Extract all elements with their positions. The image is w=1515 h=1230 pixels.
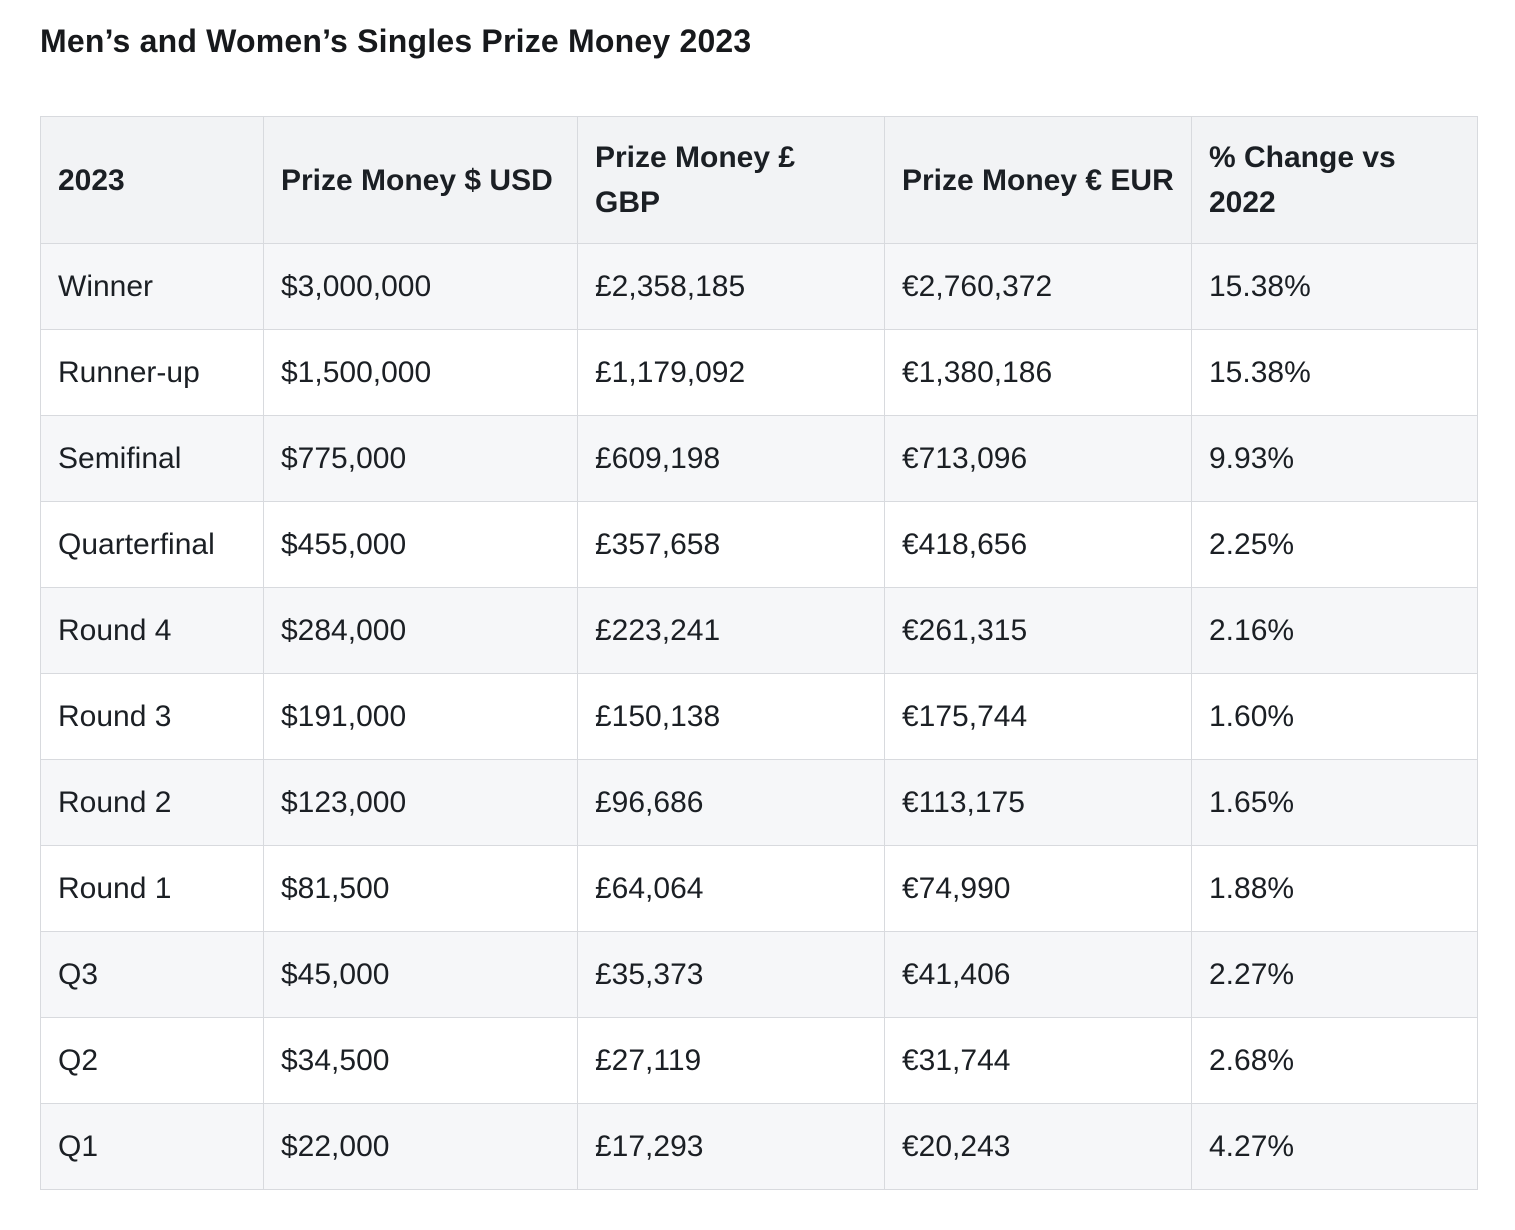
table-cell: $81,500	[263, 845, 578, 933]
table-row: Round 1 $81,500 £64,064 €74,990 1.88%	[40, 845, 1478, 933]
prize-money-table: 2023 Prize Money $ USD Prize Money £ GBP Pr…	[40, 116, 1478, 1191]
table-row: Winner $3,000,000 £2,358,185 €2,760,372 15.3…	[40, 243, 1478, 331]
row-label: Semifinal	[40, 415, 264, 503]
table-cell: £96,686	[577, 759, 885, 847]
table-cell: £223,241	[577, 587, 885, 675]
table-cell: $191,000	[263, 673, 578, 761]
table-cell: £27,119	[577, 1017, 885, 1105]
table-cell: 2.16%	[1191, 587, 1478, 675]
table-cell: $22,000	[263, 1103, 578, 1191]
table-cell: $1,500,000	[263, 329, 578, 417]
page-title: Men’s and Women’s Singles Prize Money 20…	[40, 23, 752, 59]
table-cell: €261,315	[884, 587, 1192, 675]
row-label: Round 3	[40, 673, 264, 761]
row-label: Round 1	[40, 845, 264, 933]
table-cell: $45,000	[263, 931, 578, 1019]
table-row: Round 2 $123,000 £96,686 €113,175 1.65%	[40, 759, 1478, 847]
table-cell: $123,000	[263, 759, 578, 847]
table-row: Round 3 $191,000 £150,138 €175,744 1.60%	[40, 673, 1478, 761]
table-cell: €20,243	[884, 1103, 1192, 1191]
table-body: Winner $3,000,000 £2,358,185 €2,760,372 15.3…	[40, 243, 1478, 1191]
table-cell: 2.25%	[1191, 501, 1478, 589]
table-row: Round 4 $284,000 £223,241 €261,315 2.16%	[40, 587, 1478, 675]
row-label: Winner	[40, 243, 264, 331]
table-cell: €1,380,186	[884, 329, 1192, 417]
table-cell: 2.68%	[1191, 1017, 1478, 1105]
table-cell: €2,760,372	[884, 243, 1192, 331]
table-cell: €31,744	[884, 1017, 1192, 1105]
row-label: Q2	[40, 1017, 264, 1105]
table-row: Q1 $22,000 £17,293 €20,243 4.27%	[40, 1103, 1478, 1191]
table-row: Runner-up $1,500,000 £1,179,092 €1,380,186 1…	[40, 329, 1478, 417]
table-cell: $455,000	[263, 501, 578, 589]
table-row: Semifinal $775,000 £609,198 €713,096 9.93%	[40, 415, 1478, 503]
row-label: Round 4	[40, 587, 264, 675]
table-cell: 1.60%	[1191, 673, 1478, 761]
row-label: Quarterfinal	[40, 501, 264, 589]
column-header-1: Prize Money $ USD	[263, 116, 578, 245]
table-cell: 2.27%	[1191, 931, 1478, 1019]
table-head: 2023 Prize Money $ USD Prize Money £ GBP Pr…	[40, 116, 1478, 245]
table-row: Q2 $34,500 £27,119 €31,744 2.68%	[40, 1017, 1478, 1105]
table-cell: 15.38%	[1191, 243, 1478, 331]
table-cell: £609,198	[577, 415, 885, 503]
table-cell: €113,175	[884, 759, 1192, 847]
table-cell: €713,096	[884, 415, 1192, 503]
row-label: Q1	[40, 1103, 264, 1191]
table-cell: $284,000	[263, 587, 578, 675]
table-row: Q3 $45,000 £35,373 €41,406 2.27%	[40, 931, 1478, 1019]
table-cell: €41,406	[884, 931, 1192, 1019]
row-label: Runner-up	[40, 329, 264, 417]
table-cell: £357,658	[577, 501, 885, 589]
table-cell: £64,064	[577, 845, 885, 933]
table-cell: $775,000	[263, 415, 578, 503]
column-header-0: 2023	[40, 116, 264, 245]
row-label: Q3	[40, 931, 264, 1019]
table-cell: 9.93%	[1191, 415, 1478, 503]
table-cell: £1,179,092	[577, 329, 885, 417]
table-cell: $34,500	[263, 1017, 578, 1105]
table-cell: €74,990	[884, 845, 1192, 933]
table-cell: 1.65%	[1191, 759, 1478, 847]
column-header-3: Prize Money € EUR	[884, 116, 1192, 245]
table-cell: $3,000,000	[263, 243, 578, 331]
table-cell: €175,744	[884, 673, 1192, 761]
table-cell: 4.27%	[1191, 1103, 1478, 1191]
table-cell: €418,656	[884, 501, 1192, 589]
table-cell: £2,358,185	[577, 243, 885, 331]
table-cell: £35,373	[577, 931, 885, 1019]
row-label: Round 2	[40, 759, 264, 847]
column-header-2: Prize Money £ GBP	[577, 116, 885, 245]
table-cell: 15.38%	[1191, 329, 1478, 417]
table-cell: £150,138	[577, 673, 885, 761]
table-header-row: 2023 Prize Money $ USD Prize Money £ GBP Pr…	[40, 116, 1478, 245]
table-cell: £17,293	[577, 1103, 885, 1191]
table-row: Quarterfinal $455,000 £357,658 €418,656 2.25…	[40, 501, 1478, 589]
table-cell: 1.88%	[1191, 845, 1478, 933]
column-header-4: % Change vs 2022	[1191, 116, 1478, 245]
